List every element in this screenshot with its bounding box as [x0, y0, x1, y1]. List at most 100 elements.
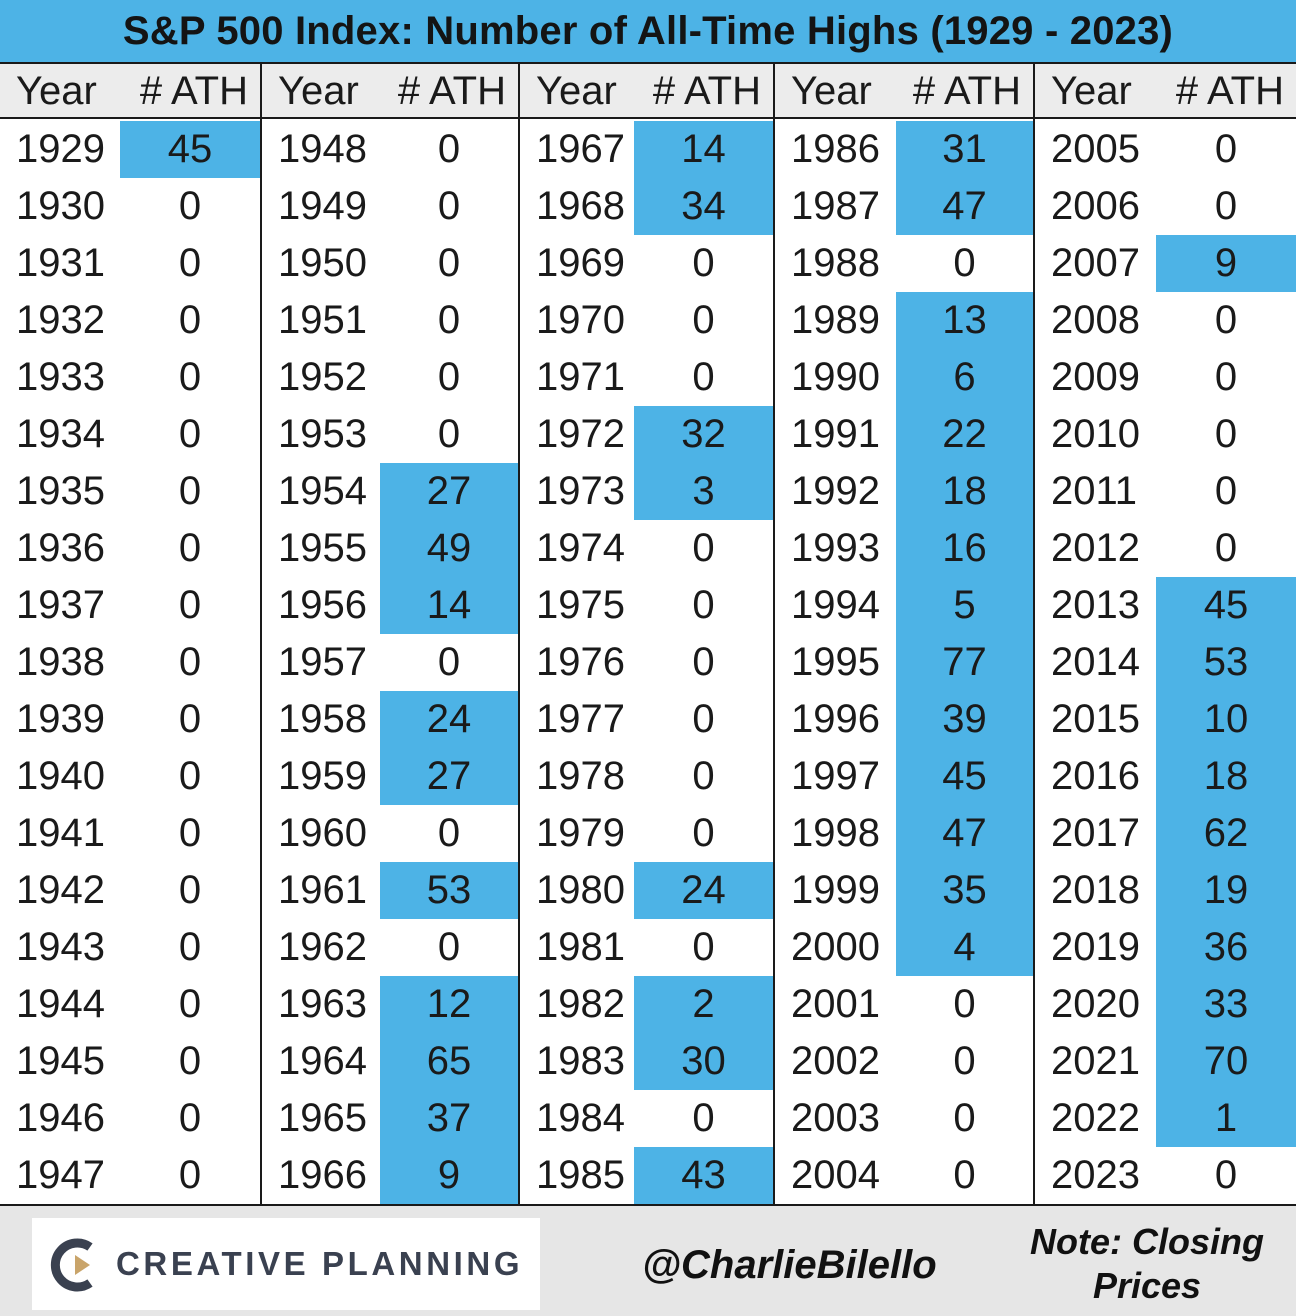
year-cell: 1982: [536, 982, 625, 1026]
ath-count-cell: 27: [380, 748, 518, 805]
year-header: Year: [1051, 69, 1132, 113]
ath-count-cell: 45: [1156, 577, 1296, 634]
year-cell: 1983: [536, 1039, 625, 1083]
ath-count-cell: 0: [692, 754, 715, 798]
author-handle: @CharlieBilello: [642, 1243, 937, 1287]
ath-count-cell: 30: [634, 1033, 773, 1090]
ath-count-cell: 4: [896, 919, 1033, 976]
year-cell: 1930: [16, 184, 105, 228]
ath-count-cell: 18: [896, 463, 1033, 520]
ath-count-cell: 0: [692, 811, 715, 855]
table-column-group: Year # ATH 2005 0 2006 0 2007 9 2008 0 2009 0 2010 0 2…: [1035, 64, 1296, 1204]
ath-count-cell: 31: [896, 121, 1033, 178]
year-cell: 1953: [278, 412, 367, 456]
ath-count-cell: 0: [437, 811, 461, 855]
year-cell: 1945: [16, 1039, 105, 1083]
year-cell: 1990: [791, 355, 880, 399]
ath-count-cell: 35: [896, 862, 1033, 919]
year-cell: 1976: [536, 640, 625, 684]
year-cell: 2011: [1051, 469, 1138, 513]
ath-header: # ATH: [912, 69, 1021, 113]
year-cell: 1962: [278, 925, 367, 969]
year-cell: 1994: [791, 583, 880, 627]
year-cell: 1940: [16, 754, 105, 798]
year-cell: 1951: [278, 298, 367, 342]
creative-planning-c-icon: [50, 1238, 93, 1292]
ath-count-cell: 0: [178, 640, 202, 684]
year-cell: 1963: [278, 982, 367, 1026]
year-cell: 1978: [536, 754, 625, 798]
year-cell: 1937: [16, 583, 105, 627]
year-cell: 1932: [16, 298, 105, 342]
ath-count-cell: 0: [178, 982, 202, 1026]
header-row: Year # ATH: [1035, 64, 1296, 119]
year-cell: 1991: [791, 412, 880, 456]
ath-count-cell: 62: [1156, 805, 1296, 862]
ath-count-cell: 3: [634, 463, 773, 520]
ath-count-cell: 39: [896, 691, 1033, 748]
year-cell: 2015: [1051, 697, 1140, 741]
ath-count-cell: 0: [692, 925, 715, 969]
year-cell: 1977: [536, 697, 625, 741]
year-cell: 1958: [278, 697, 367, 741]
ath-count-cell: 0: [178, 412, 202, 456]
year-cell: 2013: [1051, 583, 1140, 627]
ath-count-cell: 10: [1156, 691, 1296, 748]
ath-count-cell: 5: [896, 577, 1033, 634]
ath-count-cell: 27: [380, 463, 518, 520]
year-cell: 1970: [536, 298, 625, 342]
ath-count-cell: 24: [380, 691, 518, 748]
year-cell: 1954: [278, 469, 367, 513]
ath-count-cell: 0: [178, 298, 202, 342]
ath-table: Year # ATH 1929 45 1930 0 1931 0 1932 0 1933 0 1934 0…: [0, 64, 1296, 1204]
ath-count-cell: 0: [692, 526, 715, 570]
title-bar: S&P 500 Index: Number of All-Time Highs …: [0, 0, 1296, 64]
table-column-group: Year # ATH 1929 45 1930 0 1931 0 1932 0 1933 0 1934 0…: [0, 64, 262, 1204]
ath-count-cell: 1: [1156, 1090, 1296, 1147]
year-header: Year: [16, 69, 97, 113]
year-cell: 1989: [791, 298, 880, 342]
year-cell: 1967: [536, 127, 625, 171]
ath-count-cell: 6: [896, 349, 1033, 406]
year-cell: 1952: [278, 355, 367, 399]
ath-count-cell: 47: [896, 805, 1033, 862]
ath-count-cell: 0: [178, 355, 202, 399]
year-cell: 1979: [536, 811, 625, 855]
year-cell: 2010: [1051, 412, 1140, 456]
ath-count-cell: 43: [634, 1147, 773, 1204]
year-cell: 1939: [16, 697, 105, 741]
year-cell: 1960: [278, 811, 367, 855]
table-column-group: Year # ATH 1986 31 1987 47 1988 0 1989 13 1990 6 199…: [775, 64, 1035, 1204]
year-cell: 1993: [791, 526, 880, 570]
ath-count-cell: 13: [896, 292, 1033, 349]
ath-count-cell: 0: [178, 526, 202, 570]
year-cell: 1999: [791, 868, 880, 912]
ath-count-cell: 53: [380, 862, 518, 919]
year-cell: 1973: [536, 469, 625, 513]
year-cell: 1975: [536, 583, 625, 627]
ath-count-cell: 47: [896, 178, 1033, 235]
year-cell: 2007: [1051, 241, 1140, 285]
ath-count-cell: 77: [896, 634, 1033, 691]
year-cell: 2006: [1051, 184, 1140, 228]
ath-count-cell: 0: [178, 925, 202, 969]
ath-count-cell: 0: [1214, 1153, 1238, 1197]
ath-count-cell: 65: [380, 1033, 518, 1090]
year-cell: 1957: [278, 640, 367, 684]
ath-count-cell: 0: [1214, 412, 1238, 456]
ath-count-cell: 0: [437, 355, 461, 399]
header-row: Year # ATH: [262, 64, 518, 119]
ath-header: # ATH: [397, 69, 506, 113]
ath-count-cell: 0: [178, 184, 202, 228]
ath-count-cell: 0: [953, 1153, 976, 1197]
ath-count-cell: 24: [634, 862, 773, 919]
header-row: Year # ATH: [0, 64, 260, 119]
year-cell: 2014: [1051, 640, 1140, 684]
ath-count-cell: 2: [634, 976, 773, 1033]
ath-header: # ATH: [1175, 69, 1284, 113]
ath-count-cell: 0: [692, 583, 715, 627]
ath-count-cell: 0: [953, 1096, 976, 1140]
year-cell: 1998: [791, 811, 880, 855]
ath-count-cell: 0: [178, 868, 202, 912]
year-cell: 2022: [1051, 1096, 1140, 1140]
